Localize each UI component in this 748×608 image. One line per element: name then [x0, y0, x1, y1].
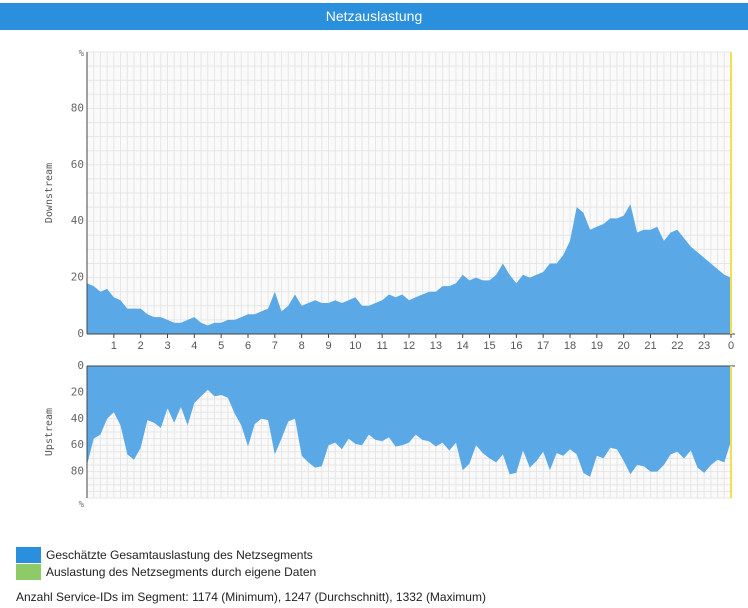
downstream-xtick-label: 12 — [403, 340, 415, 352]
legend: Geschätzte Gesamtauslastung des Netzsegm… — [16, 547, 316, 581]
downstream-xtick-label: 19 — [591, 340, 603, 352]
downstream-unit-label: % — [79, 49, 85, 59]
service-ids-info: Anzahl Service-IDs im Segment: 1174 (Min… — [16, 590, 486, 604]
upstream-ytick-label: 80 — [71, 465, 84, 478]
upstream-ytick-label: 60 — [71, 438, 84, 451]
legend-item-total: Geschätzte Gesamtauslastung des Netzsegm… — [16, 547, 316, 563]
downstream-ytick-label: 20 — [71, 271, 84, 284]
downstream-xtick-label: 7 — [272, 340, 278, 352]
downstream-ytick-label: 40 — [71, 214, 84, 227]
downstream-xtick-label: 9 — [325, 340, 331, 352]
downstream-xtick-label: 4 — [191, 340, 197, 352]
upstream-ytick-label: 0 — [77, 359, 84, 372]
downstream-xtick-label: 13 — [430, 340, 442, 352]
downstream-ytick-label: 60 — [71, 158, 84, 171]
downstream-xtick-label: 17 — [537, 340, 549, 352]
downstream-xtick-label: 21 — [644, 340, 656, 352]
downstream-xtick-label: 6 — [245, 340, 251, 352]
downstream-ytick-label: 80 — [71, 101, 84, 114]
upstream-ytick-label: 40 — [71, 412, 84, 425]
upstream-unit-label: % — [79, 500, 85, 510]
downstream-xtick-label: 20 — [618, 340, 630, 352]
upstream-area — [87, 366, 731, 477]
downstream-area — [87, 204, 731, 334]
downstream-xtick-label: 14 — [457, 340, 469, 352]
downstream-xtick-label: 2 — [138, 340, 144, 352]
downstream-ytick-label: 0 — [77, 327, 84, 340]
downstream-xtick-label: 10 — [349, 340, 361, 352]
legend-swatch-own — [16, 564, 41, 580]
downstream-xtick-label: 16 — [510, 340, 522, 352]
upstream-chart: 0 20 40 60 80% Upstream — [44, 359, 735, 510]
downstream-xtick-label: 18 — [564, 340, 576, 352]
downstream-xtick-label: 0 — [728, 340, 734, 352]
downstream-xtick-label: 15 — [483, 340, 495, 352]
legend-item-own: Auslastung des Netzsegments durch eigene… — [16, 564, 316, 580]
legend-label-total: Geschätzte Gesamtauslastung des Netzsegm… — [46, 548, 313, 562]
downstream-xtick-label: 8 — [299, 340, 305, 352]
upstream-axis-label: Upstream — [44, 408, 55, 456]
downstream-xtick-label: 11 — [376, 340, 387, 352]
downstream-xtick-label: 22 — [671, 340, 683, 352]
downstream-xtick-label: 1 — [111, 340, 117, 352]
upstream-ytick-label: 20 — [71, 385, 84, 398]
legend-swatch-total — [16, 547, 41, 563]
downstream-axis-label: Downstream — [44, 163, 55, 223]
legend-label-own: Auslastung des Netzsegments durch eigene… — [46, 565, 317, 579]
downstream-xtick-label: 3 — [164, 340, 170, 352]
downstream-xtick-label: 23 — [698, 340, 710, 352]
downstream-xtick-label: 5 — [218, 340, 224, 352]
page-title: Netzauslastung — [0, 3, 748, 30]
